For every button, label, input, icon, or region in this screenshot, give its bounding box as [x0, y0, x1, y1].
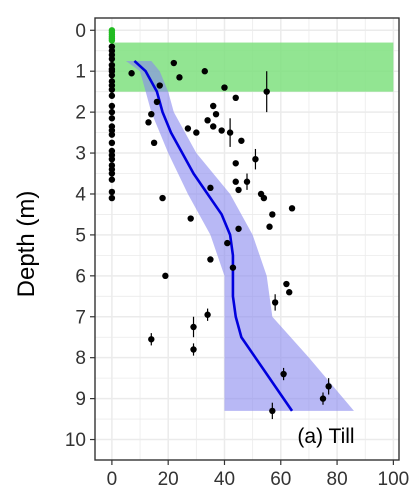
x-tick-label: 40 — [214, 469, 235, 490]
data-point-zero — [108, 102, 116, 110]
confidence-band-layer — [125, 60, 354, 411]
data-point-zero — [108, 170, 116, 177]
data-point-zero-green — [108, 37, 116, 44]
y-tick-label: 8 — [75, 348, 86, 369]
data-point — [193, 129, 200, 136]
data-point — [210, 102, 217, 110]
data-point — [207, 256, 214, 263]
data-point — [224, 239, 231, 247]
data-point — [207, 184, 214, 192]
y-tick-label: 9 — [75, 389, 86, 410]
data-point — [212, 110, 220, 118]
data-point — [145, 119, 152, 126]
data-point — [187, 215, 194, 222]
data-point-zero — [108, 92, 116, 99]
data-point-zero — [108, 194, 116, 202]
panel-frame — [94, 17, 400, 461]
y-tick-label: 6 — [75, 266, 86, 287]
x-tick-label: 0 — [107, 469, 118, 490]
data-point — [153, 98, 161, 106]
data-point-zero — [108, 115, 116, 122]
panel-border — [94, 17, 400, 461]
trend-line — [133, 60, 294, 412]
data-point — [190, 323, 197, 331]
data-point — [288, 205, 296, 212]
data-point — [218, 127, 225, 134]
data-point — [204, 311, 211, 318]
data-point — [243, 178, 251, 185]
trend-line-layer — [133, 60, 294, 412]
data-point-zero — [108, 72, 116, 79]
data-point — [159, 194, 166, 202]
data-point-zero — [108, 86, 116, 93]
data-point — [176, 74, 183, 81]
y-tick-label: 4 — [75, 184, 86, 205]
x-tick-label: 60 — [270, 469, 291, 490]
data-point — [238, 137, 245, 144]
data-point — [286, 289, 293, 296]
data-point — [269, 407, 276, 415]
data-point — [184, 125, 192, 132]
data-point — [210, 123, 217, 130]
data-point — [150, 139, 158, 147]
data-point-zero — [108, 176, 116, 183]
y-tick-label: 0 — [75, 21, 86, 42]
data-point — [162, 272, 169, 280]
data-point — [170, 59, 178, 67]
data-point — [221, 84, 228, 91]
data-point — [283, 280, 290, 288]
x-tick-label: 20 — [158, 469, 179, 490]
data-points-layer — [108, 27, 332, 420]
x-tick-label: 80 — [327, 469, 348, 490]
y-tick-label: 2 — [75, 103, 86, 124]
panel-annotation: (a) Till — [297, 425, 354, 448]
data-point-zero — [108, 155, 116, 163]
data-point — [260, 194, 268, 202]
data-point — [325, 383, 332, 390]
y-tick-label: 10 — [65, 430, 86, 451]
data-point — [148, 336, 155, 343]
data-point-zero — [108, 108, 116, 116]
data-point — [226, 129, 234, 136]
data-point — [271, 299, 279, 306]
data-point-zero — [108, 55, 116, 63]
y-tick-label: 1 — [75, 62, 86, 83]
data-point — [204, 117, 211, 124]
data-point — [235, 186, 242, 194]
data-point — [201, 68, 208, 75]
data-point — [252, 155, 259, 163]
data-point-zero — [108, 139, 116, 147]
data-point-zero — [108, 131, 116, 138]
y-tick-label: 7 — [75, 307, 86, 328]
data-point — [280, 370, 287, 378]
data-point — [232, 160, 239, 167]
data-point — [266, 223, 273, 230]
data-point — [229, 264, 237, 271]
data-point — [263, 88, 270, 95]
y-tick-label: 3 — [75, 144, 86, 165]
x-tick-label: 100 — [378, 469, 410, 490]
confidence-band — [125, 60, 354, 411]
data-point — [235, 225, 242, 232]
data-point — [148, 110, 155, 118]
data-point — [190, 346, 197, 353]
data-point — [269, 211, 276, 218]
data-point-zero — [108, 188, 116, 196]
x-axis-ticks: 0 20 40 60 80 100 — [107, 460, 410, 490]
data-point — [232, 178, 239, 185]
y-axis-ticks: 0 1 2 3 4 5 6 7 8 9 10 — [65, 21, 95, 451]
data-point — [232, 94, 239, 102]
y-tick-label: 5 — [75, 225, 86, 246]
data-point — [156, 82, 163, 89]
data-point — [319, 395, 327, 402]
y-axis-title: Depth (m) — [13, 191, 40, 298]
data-point — [128, 70, 135, 77]
